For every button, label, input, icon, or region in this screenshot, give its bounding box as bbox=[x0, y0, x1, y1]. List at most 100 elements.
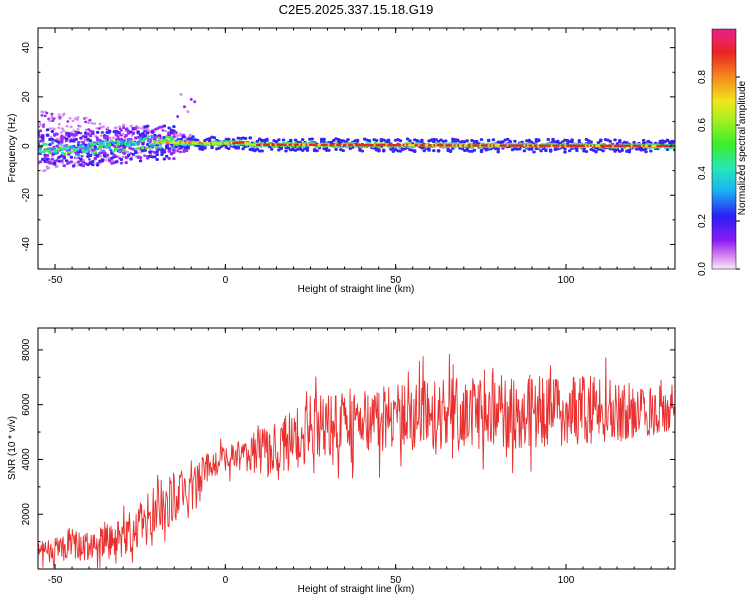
spectrogram-cell bbox=[469, 146, 474, 149]
spectrogram-cell bbox=[57, 126, 61, 130]
spectrogram-cell bbox=[212, 136, 217, 140]
spectrogram-cell bbox=[513, 139, 517, 143]
spectrogram-cell bbox=[344, 145, 349, 149]
spectrogram-cell bbox=[334, 147, 338, 151]
spectrogram-cell bbox=[70, 145, 75, 149]
spectrogram-cell bbox=[153, 137, 157, 141]
spectrogram-cell bbox=[119, 137, 124, 141]
spectrogram-cell bbox=[124, 134, 128, 138]
snr-frame bbox=[37, 327, 676, 570]
spectrogram-cell bbox=[65, 125, 69, 128]
spectrogram-cell bbox=[522, 149, 527, 153]
spectrogram-cell bbox=[52, 147, 57, 151]
spectrogram-cell bbox=[594, 149, 598, 153]
spectrogram-cell bbox=[613, 149, 617, 153]
spectrogram-cell bbox=[182, 149, 186, 152]
spectrogram-cell bbox=[68, 150, 73, 154]
x-tick-label: -50 bbox=[48, 275, 63, 286]
spectrogram-cell bbox=[641, 138, 646, 142]
spectrogram-cell bbox=[52, 117, 56, 120]
spectrogram-cell bbox=[99, 144, 104, 147]
spectrogram-cell bbox=[118, 127, 122, 131]
spectrogram-cell bbox=[62, 156, 66, 160]
spectrogram-cell bbox=[145, 156, 150, 160]
spectrogram-cell bbox=[405, 137, 410, 141]
spectrogram-cell bbox=[479, 138, 484, 142]
spectrogram-cell bbox=[145, 142, 150, 146]
spectrogram-cell bbox=[165, 154, 169, 158]
snr-xlabel: Height of straight line (km) bbox=[298, 584, 415, 595]
spectrogram-cell bbox=[114, 133, 119, 137]
spectrogram-cell bbox=[138, 136, 142, 140]
spectrogram-cell bbox=[51, 119, 55, 123]
spectrogram-cell bbox=[76, 128, 80, 131]
spectrogram-cell bbox=[83, 135, 88, 139]
spectrogram-cell bbox=[141, 142, 145, 146]
spectrogram-cell bbox=[548, 148, 553, 152]
spectrogram-cell bbox=[88, 118, 92, 122]
spectrogram-cell bbox=[422, 149, 427, 153]
spectrogram-cell bbox=[277, 138, 281, 142]
y-tick-label: 0 bbox=[21, 143, 32, 149]
spectrogram-cell bbox=[248, 136, 252, 140]
spectrogram-cell bbox=[72, 139, 76, 143]
spectrogram-cell bbox=[162, 150, 167, 154]
spectrogram-cell bbox=[122, 123, 126, 127]
spectrogram-cell bbox=[103, 140, 108, 143]
spectrogram-cell bbox=[90, 121, 94, 125]
spectrogram-cell bbox=[148, 150, 152, 154]
spectrogram-cell bbox=[455, 138, 460, 142]
spectrogram-cell bbox=[62, 112, 66, 116]
spectrogram-cell bbox=[86, 132, 90, 136]
spectrogram-cell bbox=[165, 144, 169, 148]
spectrogram-cell bbox=[41, 139, 45, 143]
spectrogram-cell bbox=[77, 153, 81, 157]
spectrogram-cell bbox=[331, 139, 336, 143]
spectrogram-cell bbox=[167, 147, 171, 151]
spectrogram-cell bbox=[505, 137, 510, 141]
spectrogram-cell bbox=[408, 139, 412, 143]
spectrogram-cell bbox=[281, 138, 286, 142]
spectrogram-cell bbox=[176, 115, 180, 119]
spectrogram-cell bbox=[88, 153, 93, 157]
spectrogram-cell bbox=[50, 129, 55, 133]
spectrogram-cell bbox=[60, 127, 64, 130]
spectrogram-cell bbox=[38, 135, 42, 139]
spectrogram-cell bbox=[85, 150, 89, 153]
spectrogram-cell bbox=[66, 120, 70, 123]
spectrogram-cell bbox=[112, 153, 117, 157]
spectrogram-cell bbox=[42, 150, 46, 153]
spectrogram-cell bbox=[80, 154, 84, 158]
spectrogram-cell bbox=[98, 122, 102, 126]
spectrogram-cell bbox=[539, 149, 543, 153]
spectrogram-cell bbox=[38, 129, 43, 133]
spectrogram-cell bbox=[162, 124, 167, 128]
spectrogram-cell bbox=[51, 127, 55, 130]
spectrogram-cell bbox=[563, 150, 567, 154]
colorbar-label: Normalized spectral amplitude bbox=[737, 80, 748, 215]
spectrogram-cell bbox=[118, 149, 122, 153]
spectrogram-cell bbox=[93, 150, 97, 154]
spectrogram-cell bbox=[45, 153, 50, 157]
spectrogram-cell bbox=[172, 148, 176, 152]
spectrogram-cell bbox=[60, 159, 64, 163]
spectrogram-cell bbox=[167, 126, 171, 130]
spectrogram-cell bbox=[236, 145, 241, 149]
spectrogram-cell bbox=[62, 152, 67, 156]
spectrogram-cell bbox=[496, 150, 500, 154]
spectrogram-cell bbox=[136, 147, 140, 150]
snr-background bbox=[38, 328, 675, 569]
spectrogram-cell bbox=[107, 146, 112, 149]
spectrogram-cell bbox=[38, 147, 42, 150]
spectrogram-cell bbox=[128, 138, 132, 142]
colorbar-gradient bbox=[711, 28, 737, 270]
spectrogram-cell bbox=[346, 138, 350, 142]
spectrogram-xlabel: Height of straight line (km) bbox=[298, 284, 415, 295]
spectrogram-cell bbox=[601, 149, 605, 153]
spectrogram-cell bbox=[75, 148, 79, 151]
spectrogram-cell bbox=[310, 137, 314, 141]
spectrogram-cell bbox=[57, 122, 61, 126]
spectrogram-cell bbox=[62, 164, 66, 168]
spectrogram-cell bbox=[570, 140, 574, 144]
spectrogram-cell bbox=[83, 143, 88, 147]
